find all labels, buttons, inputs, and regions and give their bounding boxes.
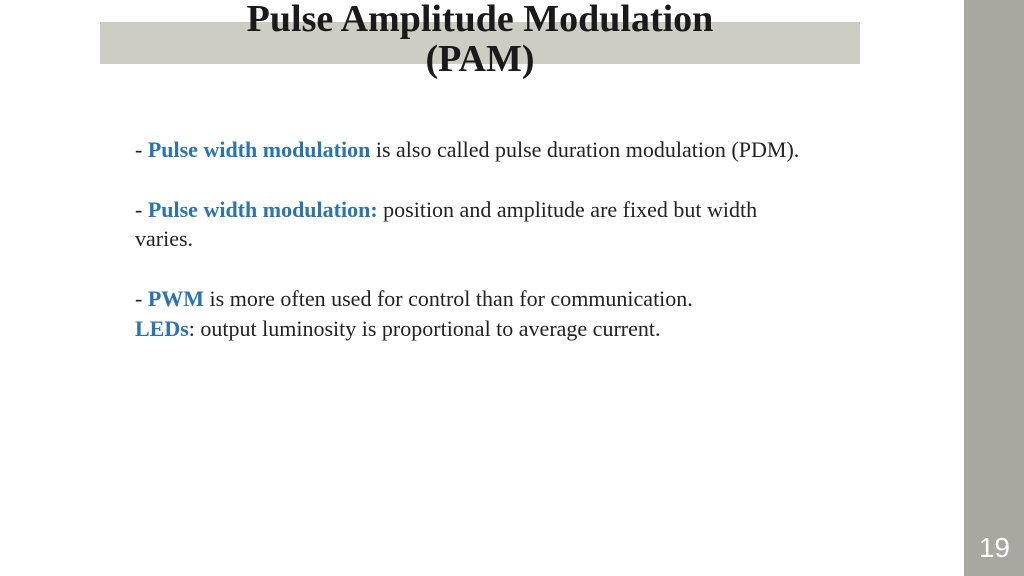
bullet-rest: is more often used for control than for … xyxy=(204,286,693,311)
slide-title: Pulse Amplitude Modulation (PAM) xyxy=(0,0,960,80)
title-line-2: (PAM) xyxy=(425,38,534,80)
bullet-4: LEDs: output luminosity is proportional … xyxy=(135,314,815,344)
bullet-prefix: - xyxy=(135,137,148,162)
bullet-highlight: Pulse width modulation: xyxy=(148,197,378,222)
bullet-2: - Pulse width modulation: position and a… xyxy=(135,195,815,254)
bullet-rest: : output luminosity is proportional to a… xyxy=(189,316,661,341)
bullet-rest: is also called pulse duration modulation… xyxy=(370,137,799,162)
slide-content: Pulse Amplitude Modulation (PAM) - Pulse… xyxy=(0,0,960,576)
title-line-1: Pulse Amplitude Modulation xyxy=(247,0,714,40)
bullet-highlight: LEDs xyxy=(135,316,189,341)
bullet-1: - Pulse width modulation is also called … xyxy=(135,135,815,165)
bullet-prefix: - xyxy=(135,286,148,311)
bullet-highlight: Pulse width modulation xyxy=(148,137,371,162)
bullet-3: - PWM is more often used for control tha… xyxy=(135,284,815,314)
right-sidebar: 19 xyxy=(964,0,1024,576)
slide-body: - Pulse width modulation is also called … xyxy=(135,135,815,343)
page-number: 19 xyxy=(979,532,1010,564)
bullet-prefix: - xyxy=(135,197,148,222)
bullet-highlight: PWM xyxy=(148,286,204,311)
